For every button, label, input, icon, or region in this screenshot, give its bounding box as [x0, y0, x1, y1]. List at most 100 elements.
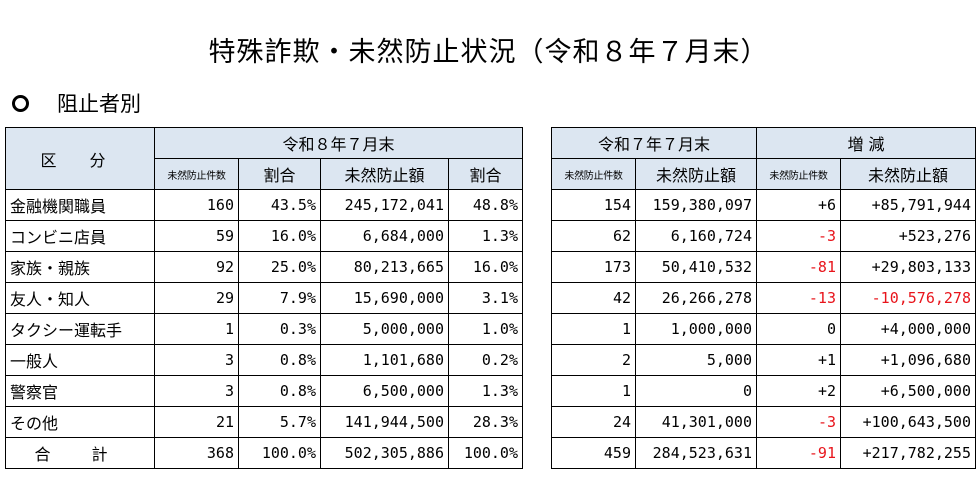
- prev-amount-cell: 50,410,532: [635, 251, 757, 283]
- category-cell: 金融機関職員: [5, 189, 155, 221]
- count-cell: 21: [154, 406, 239, 438]
- amount-cell: 141,944,500: [320, 406, 449, 438]
- count-cell: 29: [154, 282, 239, 314]
- count-cell: 3: [154, 375, 239, 407]
- prev-count-cell: 459: [551, 437, 636, 469]
- diff-count-cell: -81: [756, 251, 841, 283]
- amount-ratio-cell: 16.0%: [448, 251, 523, 283]
- previous-period-header: 令和７年７月末: [551, 127, 757, 159]
- stoppers-table-current: 区 分 令和８年７月末 未然防止件数 割合 未然防止額 割合 金融機関職員 160…: [5, 127, 523, 469]
- total-row: 459 284,523,631 -91 +217,782,255: [551, 437, 976, 469]
- amount-ratio-cell: 1.3%: [448, 375, 523, 407]
- table-row: 友人・知人 29 7.9% 15,690,000 3.1%: [5, 282, 523, 314]
- total-count: 368: [154, 437, 239, 469]
- prev-count-cell: 24: [551, 406, 636, 438]
- section-heading: 阻止者別: [12, 88, 141, 118]
- diff-count-cell: +1: [756, 344, 841, 376]
- current-period-header: 令和８年７月末: [154, 127, 523, 159]
- amount-ratio-cell: 3.1%: [448, 282, 523, 314]
- count-ratio-cell: 16.0%: [238, 220, 321, 252]
- diff-amount-cell: +523,276: [840, 220, 976, 252]
- table-row: 警察官 3 0.8% 6,500,000 1.3%: [5, 375, 523, 407]
- category-cell: 警察官: [5, 375, 155, 407]
- prev-amount-cell: 41,301,000: [635, 406, 757, 438]
- prev-amount-cell: 26,266,278: [635, 282, 757, 314]
- amount-cell: 1,101,680: [320, 344, 449, 376]
- count-cell: 160: [154, 189, 239, 221]
- amount-ratio-cell: 28.3%: [448, 406, 523, 438]
- diff-amount-cell: +85,791,944: [840, 189, 976, 221]
- amount-cell: 245,172,041: [320, 189, 449, 221]
- amount-cell: 80,213,665: [320, 251, 449, 283]
- total-row: 合 計 368 100.0% 502,305,886 100.0%: [5, 437, 523, 469]
- prev-count-cell: 62: [551, 220, 636, 252]
- count-cell: 92: [154, 251, 239, 283]
- prev-amount-cell: 6,160,724: [635, 220, 757, 252]
- table-row: 1 0 +2 +6,500,000: [551, 375, 976, 407]
- prev-amount-cell: 159,380,097: [635, 189, 757, 221]
- table-row: 一般人 3 0.8% 1,101,680 0.2%: [5, 344, 523, 376]
- col-header-amount: 未然防止額: [320, 158, 449, 190]
- table-row: 2 5,000 +1 +1,096,680: [551, 344, 976, 376]
- col-header-count: 未然防止件数: [154, 158, 239, 190]
- col-header-prev-count: 未然防止件数: [551, 158, 636, 190]
- count-ratio-cell: 43.5%: [238, 189, 321, 221]
- table-row: 家族・親族 92 25.0% 80,213,665 16.0%: [5, 251, 523, 283]
- category-cell: 友人・知人: [5, 282, 155, 314]
- count-ratio-cell: 7.9%: [238, 282, 321, 314]
- total-amount: 502,305,886: [320, 437, 449, 469]
- prev-amount-cell: 284,523,631: [635, 437, 757, 469]
- diff-amount-cell: +29,803,133: [840, 251, 976, 283]
- count-ratio-cell: 5.7%: [238, 406, 321, 438]
- prev-count-cell: 1: [551, 375, 636, 407]
- diff-count-cell: -3: [756, 220, 841, 252]
- stoppers-table-previous-and-diff: 令和７年７月末 増 減 未然防止件数 未然防止額 未然防止件数 未然防止額 15…: [551, 127, 976, 469]
- count-ratio-cell: 0.8%: [238, 375, 321, 407]
- amount-ratio-cell: 1.0%: [448, 313, 523, 345]
- category-cell: 一般人: [5, 344, 155, 376]
- diff-amount-cell: -10,576,278: [840, 282, 976, 314]
- category-header: 区 分: [5, 127, 155, 190]
- table-row: タクシー運転手 1 0.3% 5,000,000 1.0%: [5, 313, 523, 345]
- diff-header: 増 減: [756, 127, 976, 159]
- table-row: 金融機関職員 160 43.5% 245,172,041 48.8%: [5, 189, 523, 221]
- amount-cell: 6,500,000: [320, 375, 449, 407]
- amount-ratio-cell: 1.3%: [448, 220, 523, 252]
- category-cell: タクシー運転手: [5, 313, 155, 345]
- circle-bullet-icon: [12, 94, 29, 112]
- total-amount-ratio: 100.0%: [448, 437, 523, 469]
- amount-cell: 15,690,000: [320, 282, 449, 314]
- table-row: 24 41,301,000 -3 +100,643,500: [551, 406, 976, 438]
- table-row: コンビニ店員 59 16.0% 6,684,000 1.3%: [5, 220, 523, 252]
- count-cell: 3: [154, 344, 239, 376]
- diff-count-cell: +2: [756, 375, 841, 407]
- page-title: 特殊詐欺・未然防止状況（令和８年７月末）: [208, 37, 769, 68]
- count-ratio-cell: 25.0%: [238, 251, 321, 283]
- col-header-amount-ratio: 割合: [448, 158, 523, 190]
- diff-count-cell: 0: [756, 313, 841, 345]
- total-count-ratio: 100.0%: [238, 437, 321, 469]
- prev-count-cell: 154: [551, 189, 636, 221]
- table-row: 42 26,266,278 -13 -10,576,278: [551, 282, 976, 314]
- category-cell: その他: [5, 406, 155, 438]
- diff-count-cell: -3: [756, 406, 841, 438]
- table-row: その他 21 5.7% 141,944,500 28.3%: [5, 406, 523, 438]
- col-header-count-ratio: 割合: [238, 158, 321, 190]
- diff-amount-cell: +217,782,255: [840, 437, 976, 469]
- table-row: 154 159,380,097 +6 +85,791,944: [551, 189, 976, 221]
- table-row: 173 50,410,532 -81 +29,803,133: [551, 251, 976, 283]
- count-cell: 1: [154, 313, 239, 345]
- amount-ratio-cell: 48.8%: [448, 189, 523, 221]
- category-cell: 家族・親族: [5, 251, 155, 283]
- col-header-diff-count: 未然防止件数: [756, 158, 841, 190]
- count-cell: 59: [154, 220, 239, 252]
- table-row: 62 6,160,724 -3 +523,276: [551, 220, 976, 252]
- diff-count-cell: -13: [756, 282, 841, 314]
- diff-amount-cell: +4,000,000: [840, 313, 976, 345]
- table-row: 1 1,000,000 0 +4,000,000: [551, 313, 976, 345]
- col-header-diff-amount: 未然防止額: [840, 158, 976, 190]
- diff-count-cell: -91: [756, 437, 841, 469]
- prev-amount-cell: 5,000: [635, 344, 757, 376]
- amount-ratio-cell: 0.2%: [448, 344, 523, 376]
- prev-count-cell: 2: [551, 344, 636, 376]
